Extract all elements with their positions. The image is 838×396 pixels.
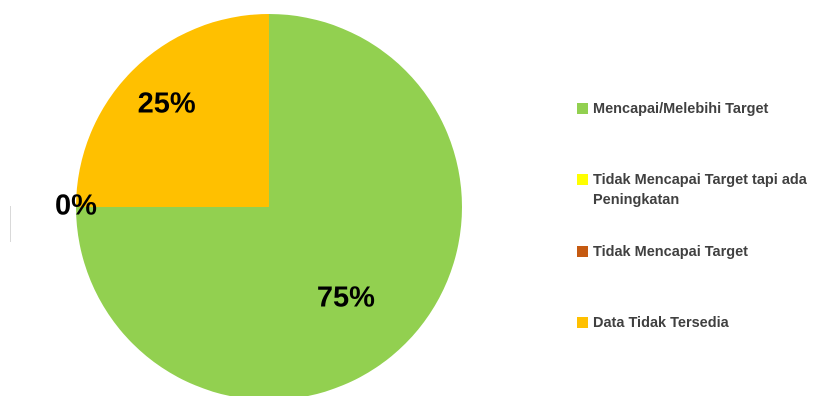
pie-slice-4 — [76, 14, 269, 207]
legend-swatch — [577, 246, 588, 257]
chart-area-tick — [10, 206, 11, 242]
legend-item-tidak-mencapai-ada-peningkatan: Tidak Mencapai Target tapi ada Peningkat… — [577, 170, 838, 210]
legend-swatch — [577, 174, 588, 185]
legend-label: Tidak Mencapai Target tapi ada Peningkat… — [593, 172, 807, 208]
legend-swatch — [577, 103, 588, 114]
legend-item-mencapai: Mencapai/Melebihi Target — [577, 99, 838, 119]
pie-slices — [76, 14, 462, 396]
legend-item-data-tidak-tersedia: Data Tidak Tersedia — [577, 313, 838, 333]
pie-slice-1 — [76, 14, 462, 396]
data-label-4: 25% — [138, 87, 196, 119]
legend: Mencapai/Melebihi Target Tidak Mencapai … — [577, 0, 838, 396]
pie-data-labels: 75% 0% 25% — [55, 87, 375, 313]
legend-label: Tidak Mencapai Target — [593, 244, 748, 260]
data-label-1: 75% — [317, 281, 375, 313]
data-label-3: 0% — [55, 190, 97, 222]
legend-label: Mencapai/Melebihi Target — [593, 101, 769, 117]
legend-item-tidak-mencapai: Tidak Mencapai Target — [577, 242, 838, 262]
legend-label: Data Tidak Tersedia — [593, 315, 729, 331]
legend-swatch — [577, 317, 588, 328]
pie-plot: 75% 0% 25% — [55, 14, 462, 396]
